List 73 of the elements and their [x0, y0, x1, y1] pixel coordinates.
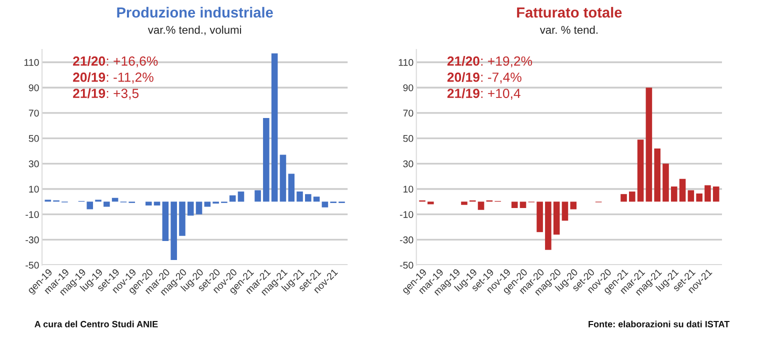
bar — [263, 118, 270, 202]
y-tick-label: -10 — [400, 211, 414, 218]
y-tick-label: 90 — [403, 84, 414, 92]
bar — [154, 202, 160, 206]
y-tick-label: 110 — [24, 59, 39, 66]
bar — [562, 202, 568, 221]
bar — [170, 202, 177, 260]
y-tick-label: 50 — [403, 135, 414, 142]
bar — [511, 202, 518, 208]
y-tick-label: 70 — [28, 110, 39, 117]
annotation: 21/20: +19,2% — [447, 56, 532, 68]
y-tick-label: 30 — [28, 160, 39, 168]
bar — [679, 178, 686, 202]
bar — [696, 193, 702, 202]
y-tick-label: -30 — [400, 236, 414, 244]
text: A cura del Centro Studi ANIE — [34, 320, 158, 328]
bar — [187, 202, 194, 216]
bar — [179, 202, 186, 236]
bar — [271, 53, 278, 202]
y-tick-label: 70 — [403, 110, 414, 117]
bar — [637, 140, 644, 202]
bar — [629, 192, 636, 202]
y-tick-label: 90 — [28, 84, 39, 92]
y-tick-label: -10 — [26, 211, 39, 218]
bar — [305, 194, 312, 202]
bar — [545, 202, 552, 250]
y-tick-label: 30 — [403, 160, 414, 168]
annotation: 21/19: +10,4 — [447, 88, 520, 100]
bar — [461, 202, 468, 205]
y-tick-label: -50 — [26, 262, 39, 269]
bar — [428, 202, 434, 204]
bar — [145, 202, 152, 206]
bar — [646, 88, 652, 202]
y-tick-label: -30 — [26, 236, 39, 244]
chart-title: Fatturato totale — [517, 6, 622, 18]
bar — [704, 185, 711, 202]
bar — [620, 194, 627, 202]
bar — [553, 202, 560, 235]
bar — [570, 202, 577, 210]
bar — [86, 202, 94, 210]
bar — [162, 202, 169, 241]
bar — [238, 192, 244, 202]
bar — [654, 148, 660, 202]
source-note: Fonte: elaborazioni su dati ISTAT — [588, 320, 730, 328]
y-tick-label: 110 — [398, 59, 414, 66]
y-tick-label: 10 — [29, 186, 39, 193]
y-tick-label: 10 — [404, 186, 414, 193]
annotation: 20/19: -11,2% — [73, 72, 154, 84]
bar — [288, 174, 295, 202]
bar — [204, 202, 211, 207]
bar — [254, 190, 261, 202]
y-tick-label: -50 — [400, 262, 414, 269]
bar — [196, 202, 202, 214]
bar — [662, 164, 669, 202]
bar — [322, 202, 328, 208]
bar — [712, 186, 720, 202]
bar — [280, 154, 286, 202]
bar — [688, 190, 694, 202]
chart-subtitle: var.% tend., volumi — [148, 26, 242, 36]
bar — [229, 195, 236, 202]
bar — [520, 202, 526, 208]
annotation: 21/20: +16,6% — [73, 56, 158, 68]
annotation: 20/19: -7,4% — [447, 72, 522, 84]
bar — [104, 202, 110, 207]
y-tick-label: 50 — [28, 135, 39, 142]
chart-title: Produzione industriale — [117, 6, 273, 18]
bar — [313, 196, 320, 202]
bar — [478, 202, 484, 210]
bar — [670, 186, 678, 202]
chart-subtitle: var. % tend. — [540, 26, 598, 34]
bar — [296, 192, 303, 202]
bar — [536, 202, 543, 232]
annotation: 21/19: +3,5 — [73, 88, 139, 100]
